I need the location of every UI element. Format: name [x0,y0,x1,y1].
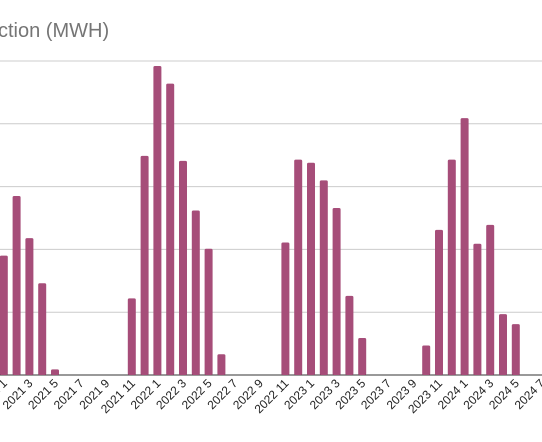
bar-2021-4 [38,283,47,375]
bar-2022-4 [191,210,200,375]
bar-2023-5 [358,337,367,375]
bar-2024-3 [486,224,495,375]
bar-2024-4 [499,314,507,375]
bar-2021-2 [12,196,21,375]
bar-2023-2 [319,180,328,375]
bar-2023-4 [345,295,354,375]
bar-2021-12 [140,155,149,375]
bar-2022-5 [204,248,213,375]
bar-2022-2 [166,83,175,375]
bars [0,66,520,376]
bar-2023-3 [332,207,341,375]
bar-2023-10 [422,345,431,375]
bar-2021-3 [25,238,34,375]
bar-2023-1 [307,162,315,375]
bar-2022-12 [294,159,303,375]
bar-2022-1 [153,66,162,376]
bar-2021-11 [127,298,136,375]
chart-title: ction (MWH) [0,20,110,42]
bar-2022-3 [179,160,187,375]
bar-2024-1 [460,118,469,375]
bar-2023-11 [435,229,443,375]
bar-2023-12 [447,159,456,375]
bar-2022-6 [217,354,226,375]
bar-2021-1 [0,255,8,375]
bar-2021-5 [51,369,59,375]
bar-2024-2 [473,243,482,375]
bar-2024-5 [511,324,520,375]
bar-2022-11 [281,242,290,375]
